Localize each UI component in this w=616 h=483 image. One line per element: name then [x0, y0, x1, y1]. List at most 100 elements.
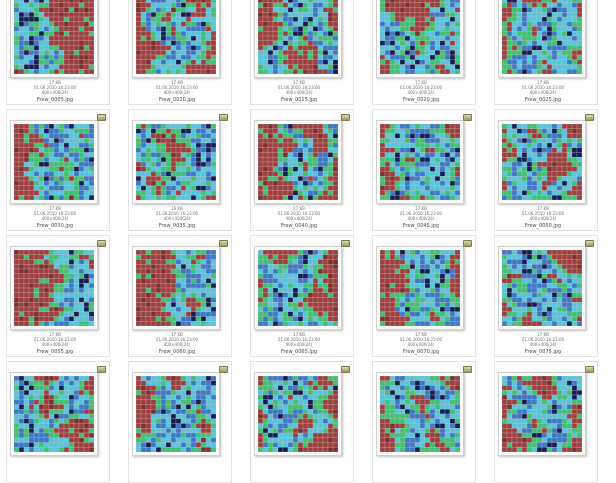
file-name[interactable]: Frew_0005.jpg: [7, 97, 103, 103]
pixel-cell: [293, 22, 298, 27]
pixel-cell: [435, 176, 440, 181]
pixel-cell: [293, 124, 298, 129]
pixel-cell: [206, 50, 211, 55]
pixel-cell: [84, 414, 89, 419]
file-name[interactable]: Frew_0055.jpg: [7, 349, 103, 355]
pixel-cell: [34, 167, 39, 172]
thumbnail-image[interactable]: [10, 372, 98, 456]
file-name[interactable]: Frew_0010.jpg: [129, 97, 225, 103]
pixel-cell: [141, 27, 146, 32]
thumbnail-image[interactable]: [10, 120, 98, 204]
thumbnail-tile[interactable]: [372, 361, 476, 483]
pixel-cell: [211, 195, 216, 200]
pixel-cell: [34, 419, 39, 424]
thumbnail-image[interactable]: [254, 372, 342, 456]
thumbnail-tile[interactable]: [6, 361, 110, 483]
pixel-cell: [440, 312, 445, 317]
pixel-cell: [380, 409, 385, 414]
thumbnail-tile[interactable]: [128, 361, 232, 483]
pixel-cell: [196, 317, 201, 322]
pixel-cell: [445, 60, 450, 65]
thumbnail-image[interactable]: [254, 246, 342, 330]
pixel-cell: [79, 321, 84, 326]
pixel-cell: [445, 269, 450, 274]
thumbnail-image[interactable]: [498, 0, 586, 78]
pixel-cell: [303, 172, 308, 177]
thumbnail-image[interactable]: [376, 372, 464, 456]
file-name[interactable]: Frew_0065.jpg: [251, 349, 347, 355]
pixel-cell: [318, 279, 323, 284]
file-name[interactable]: Frew_0060.jpg: [129, 349, 225, 355]
pixel-cell: [54, 264, 59, 269]
pixel-cell: [537, 124, 542, 129]
pixel-cell: [84, 3, 89, 8]
file-name[interactable]: Frew_0025.jpg: [495, 97, 591, 103]
thumbnail-image[interactable]: [254, 0, 342, 78]
pixel-cell: [69, 0, 74, 3]
file-name[interactable]: Frew_0035.jpg: [129, 223, 225, 229]
pixel-cell: [156, 433, 161, 438]
pixel-cell: [298, 41, 303, 46]
thumbnail-image[interactable]: [498, 120, 586, 204]
file-name[interactable]: Frew_0045.jpg: [373, 223, 469, 229]
pixel-cell: [171, 27, 176, 32]
pixel-cell: [24, 69, 29, 74]
pixel-cell: [166, 414, 171, 419]
thumbnail-image[interactable]: [132, 120, 220, 204]
pixel-cell: [191, 31, 196, 36]
pixel-cell: [89, 274, 94, 279]
thumbnail-image[interactable]: [132, 372, 220, 456]
thumbnail-image[interactable]: [376, 120, 464, 204]
pixel-cell: [313, 162, 318, 167]
thumbnail-image[interactable]: [376, 246, 464, 330]
pixel-cell: [298, 312, 303, 317]
thumbnail-image[interactable]: [254, 120, 342, 204]
pixel-cell: [161, 31, 166, 36]
pixel-cell: [171, 181, 176, 186]
thumbnail-image[interactable]: [376, 0, 464, 78]
pixel-cell: [171, 414, 176, 419]
pixel-cell: [54, 400, 59, 405]
file-name[interactable]: Frew_0015.jpg: [251, 97, 347, 103]
thumbnail-image[interactable]: [10, 246, 98, 330]
pixel-cell: [425, 400, 430, 405]
pixel-cell: [156, 395, 161, 400]
file-name[interactable]: Frew_0070.jpg: [373, 349, 469, 355]
thumbnail-image[interactable]: [132, 246, 220, 330]
file-name[interactable]: Frew_0075.jpg: [495, 349, 591, 355]
pixel-cell: [430, 419, 435, 424]
pixel-cell: [181, 195, 186, 200]
pixel-cell: [567, 0, 572, 3]
thumbnail-image[interactable]: [498, 246, 586, 330]
pixel-cell: [410, 443, 415, 448]
pixel-cell: [14, 186, 19, 191]
pixel-cell: [161, 274, 166, 279]
pixel-cell: [161, 264, 166, 269]
pixel-cell: [201, 274, 206, 279]
pixel-cell: [151, 153, 156, 158]
file-name[interactable]: Frew_0050.jpg: [495, 223, 591, 229]
pixel-cell: [415, 298, 420, 303]
thumbnail-image[interactable]: [132, 0, 220, 78]
pixel-cell: [181, 424, 186, 429]
thumbnail-tile[interactable]: [250, 361, 354, 483]
file-name[interactable]: Frew_0030.jpg: [7, 223, 103, 229]
file-name[interactable]: Frew_0040.jpg: [251, 223, 347, 229]
file-name[interactable]: Frew_0020.jpg: [373, 97, 469, 103]
thumbnail-image[interactable]: [10, 0, 98, 78]
